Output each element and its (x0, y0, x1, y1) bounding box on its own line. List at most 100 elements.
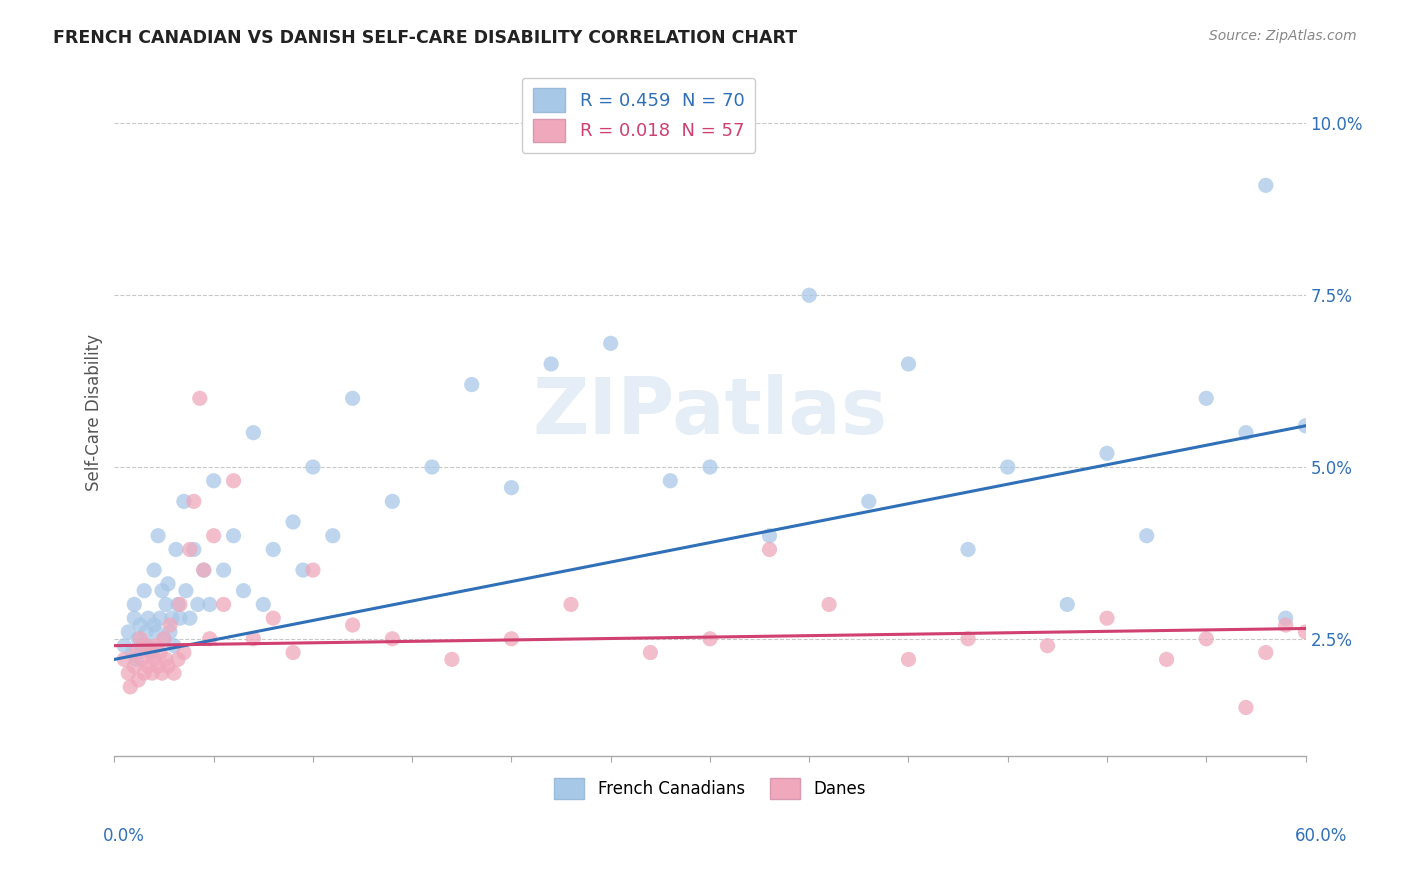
Text: 0.0%: 0.0% (103, 827, 145, 845)
Point (141, 666, 163, 681)
Point (1036, 639, 1059, 653)
Point (818, 598, 841, 612)
Point (174, 583, 197, 598)
Point (160, 611, 183, 625)
Point (381, 494, 404, 508)
Point (1274, 618, 1296, 632)
Point (281, 515, 304, 529)
Point (222, 529, 245, 543)
Point (198, 598, 221, 612)
Point (173, 646, 195, 660)
Point (122, 598, 145, 612)
Point (125, 652, 148, 666)
Point (156, 659, 179, 673)
Point (153, 632, 176, 646)
Point (957, 632, 980, 646)
Point (699, 460, 721, 475)
Point (159, 624, 181, 639)
Point (143, 563, 166, 577)
Point (149, 611, 172, 625)
Point (163, 666, 186, 681)
Point (1295, 418, 1317, 433)
Y-axis label: Self-Care Disability: Self-Care Disability (86, 334, 103, 491)
Point (134, 666, 156, 681)
Point (659, 474, 682, 488)
Point (322, 529, 344, 543)
Point (232, 583, 254, 598)
Point (146, 659, 169, 673)
Point (292, 563, 315, 577)
Point (135, 639, 157, 653)
Point (155, 652, 177, 666)
Point (150, 666, 173, 681)
Point (640, 646, 662, 660)
Point (1095, 446, 1118, 460)
Point (501, 481, 523, 495)
Point (149, 646, 172, 660)
Point (202, 529, 225, 543)
Text: Source: ZipAtlas.com: Source: ZipAtlas.com (1209, 29, 1357, 43)
Point (252, 598, 274, 612)
Point (262, 611, 284, 625)
Point (125, 646, 148, 660)
Point (169, 611, 191, 625)
Point (169, 598, 191, 612)
Point (129, 618, 152, 632)
Legend: French Canadians, Danes: French Canadians, Danes (548, 771, 872, 805)
Point (461, 377, 484, 392)
Point (758, 529, 780, 543)
Point (179, 611, 201, 625)
Point (1234, 700, 1257, 714)
Point (117, 624, 139, 639)
Point (242, 632, 264, 646)
Point (179, 542, 201, 557)
Point (193, 563, 215, 577)
Point (159, 618, 181, 632)
Point (1095, 611, 1118, 625)
Point (131, 639, 153, 653)
Point (1254, 646, 1277, 660)
Point (212, 563, 235, 577)
Point (136, 659, 159, 673)
Point (165, 542, 187, 557)
Point (1136, 529, 1159, 543)
Point (173, 494, 195, 508)
Point (121, 646, 143, 660)
Point (858, 494, 880, 508)
Point (139, 639, 162, 653)
Point (143, 652, 166, 666)
Point (1234, 425, 1257, 440)
Point (897, 652, 920, 666)
Point (1195, 632, 1218, 646)
Point (150, 583, 173, 598)
Point (1195, 392, 1218, 406)
Point (129, 632, 152, 646)
Text: ZIPatlas: ZIPatlas (533, 374, 887, 450)
Point (1254, 178, 1277, 193)
Point (1156, 652, 1178, 666)
Point (897, 357, 920, 371)
Point (799, 288, 821, 302)
Point (342, 392, 364, 406)
Point (699, 632, 721, 646)
Point (135, 624, 157, 639)
Point (122, 659, 145, 673)
Point (146, 529, 169, 543)
Text: 60.0%: 60.0% (1295, 827, 1347, 845)
Point (193, 563, 215, 577)
Point (122, 611, 145, 625)
Point (420, 460, 443, 475)
Point (143, 618, 166, 632)
Point (560, 598, 582, 612)
Point (127, 632, 149, 646)
Point (281, 646, 304, 660)
Point (156, 577, 179, 591)
Point (758, 542, 780, 557)
Point (136, 611, 159, 625)
Point (112, 652, 135, 666)
Point (163, 639, 186, 653)
Point (202, 474, 225, 488)
Point (167, 598, 190, 612)
Point (153, 632, 176, 646)
Point (134, 583, 156, 598)
